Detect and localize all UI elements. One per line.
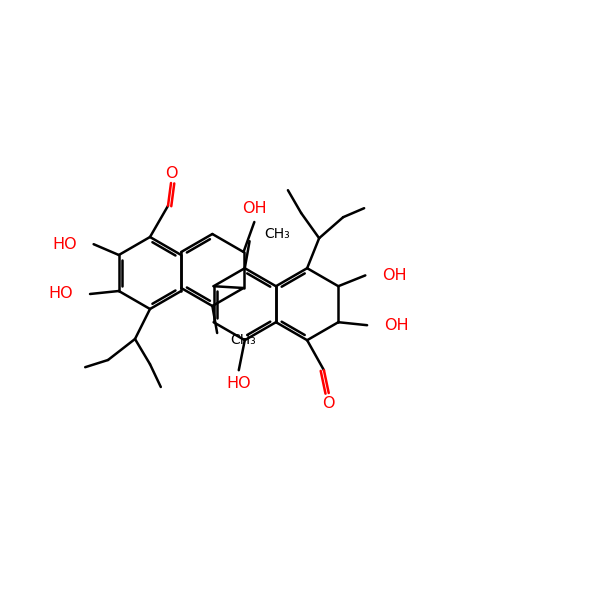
Text: CH₃: CH₃ xyxy=(230,333,256,347)
Text: OH: OH xyxy=(242,202,266,216)
Text: HO: HO xyxy=(49,286,73,301)
Text: O: O xyxy=(322,396,335,412)
Text: HO: HO xyxy=(226,376,251,391)
Text: O: O xyxy=(165,166,177,181)
Text: OH: OH xyxy=(382,268,407,283)
Text: HO: HO xyxy=(52,237,77,252)
Text: CH₃: CH₃ xyxy=(265,227,290,241)
Text: OH: OH xyxy=(384,318,409,332)
